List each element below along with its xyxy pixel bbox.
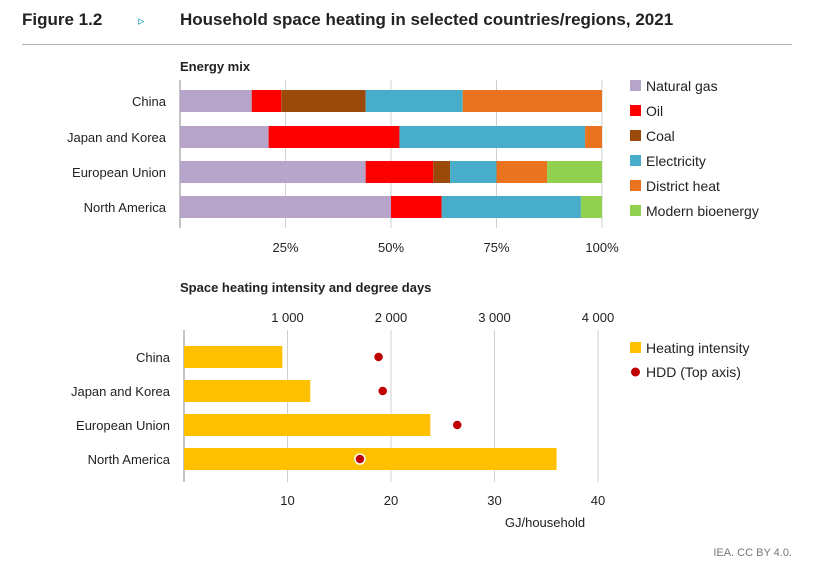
hdd-point [376,385,389,397]
energy-mix-category-label: China [132,94,167,109]
energy-mix-legend-swatch [630,105,641,116]
energy-mix-bar-coal [281,90,366,112]
energy-mix-bar-oil [251,90,282,112]
energy-mix-title: Energy mix [180,59,251,74]
heating-intensity-tick-label: 30 [487,493,501,508]
energy-mix-legend-label: Oil [646,103,663,119]
figure-header: Figure 1.2 ▹ Household space heating in … [0,0,832,50]
energy-mix-bar-modern-bioenergy [580,196,602,218]
heating-intensity-category-label: China [136,350,171,365]
heating-intensity-category-label: North America [88,452,171,467]
heating-intensity-xlabel: GJ/household [505,515,585,530]
heating-intensity-category-label: Japan and Korea [71,384,171,399]
energy-mix-bar-oil [268,126,400,148]
energy-mix-legend-label: Coal [646,128,675,144]
energy-mix-legend-label: District heat [646,178,720,194]
header-divider [22,44,792,45]
energy-mix-bar-natural-gas [180,90,252,112]
hdd-top-tick-label: 2 000 [375,310,408,325]
energy-mix-bar-electricity [365,90,463,112]
energy-mix-legend-swatch [630,80,641,91]
energy-mix-tick-label: 75% [483,240,509,255]
heating-intensity-legend-swatch [630,342,641,353]
energy-mix-category-label: North America [84,200,167,215]
energy-mix-legend-swatch [630,130,641,141]
energy-mix-category-label: European Union [72,165,166,180]
hdd-top-tick-label: 4 000 [582,310,615,325]
energy-mix-legend-swatch [630,205,641,216]
heating-intensity-legend-label: Heating intensity [646,340,750,356]
heating-intensity-tick-label: 40 [591,493,605,508]
hdd-point [451,419,463,431]
hdd-top-tick-label: 3 000 [478,310,511,325]
energy-mix-bar-electricity [441,196,581,218]
hdd-legend-label: HDD (Top axis) [646,364,741,380]
heating-intensity-category-label: European Union [76,418,170,433]
energy-mix-bar-natural-gas [180,161,366,183]
heating-intensity-bar [184,380,311,402]
credit-text: IEA. CC BY 4.0. [713,547,792,559]
energy-mix-legend-swatch [630,155,641,166]
energy-mix-bar-district-heat [585,126,602,148]
heating-intensity-bar [184,346,283,368]
heating-intensity-tick-label: 10 [280,493,294,508]
energy-mix-legend-label: Electricity [646,153,706,169]
energy-mix-bar-modern-bioenergy [547,161,602,183]
energy-mix-bar-oil [391,196,442,218]
energy-mix-category-label: Japan and Korea [67,130,167,145]
energy-mix-bar-coal [433,161,451,183]
figure-title: Household space heating in selected coun… [180,10,674,29]
energy-mix-legend-swatch [630,180,641,191]
energy-mix-bar-district-heat [462,90,602,112]
hdd-top-tick-label: 1 000 [271,310,304,325]
heating-intensity-bar [184,414,431,436]
energy-mix-bar-electricity [450,161,497,183]
figure-arrow-icon: ▹ [138,13,145,28]
energy-mix-legend-label: Natural gas [646,78,718,94]
energy-mix-bar-electricity [399,126,586,148]
energy-mix-tick-label: 100% [585,240,619,255]
figure-label: Figure 1.2 [22,10,103,29]
hdd-legend-marker [631,367,640,377]
heating-intensity-tick-label: 20 [384,493,398,508]
hdd-point [372,351,385,363]
energy-mix-bar-oil [365,161,434,183]
energy-mix-bar-district-heat [496,161,548,183]
energy-mix-tick-label: 50% [378,240,404,255]
energy-mix-bar-natural-gas [180,126,269,148]
heating-intensity-bar [184,448,557,470]
energy-mix-legend-label: Modern bioenergy [646,203,759,219]
energy-mix-tick-label: 25% [272,240,298,255]
hdd-point [354,453,366,465]
energy-mix-bar-natural-gas [180,196,391,218]
heating-intensity-title: Space heating intensity and degree days [180,280,431,295]
